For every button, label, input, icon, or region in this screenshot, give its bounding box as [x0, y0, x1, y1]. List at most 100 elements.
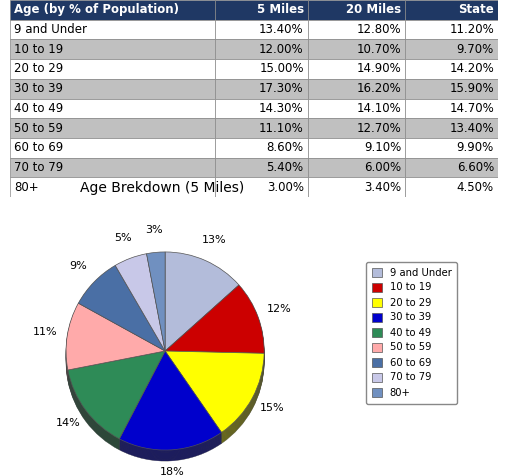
- FancyBboxPatch shape: [215, 19, 308, 39]
- Wedge shape: [165, 254, 239, 353]
- Wedge shape: [115, 264, 165, 361]
- Text: 9.90%: 9.90%: [457, 142, 494, 154]
- Wedge shape: [146, 257, 165, 357]
- Text: 12.80%: 12.80%: [357, 23, 401, 36]
- Wedge shape: [66, 303, 165, 370]
- Wedge shape: [78, 267, 165, 353]
- Text: 12.00%: 12.00%: [259, 43, 304, 56]
- Text: 14.90%: 14.90%: [357, 63, 401, 76]
- Text: 15.90%: 15.90%: [449, 82, 494, 95]
- Text: 30 to 39: 30 to 39: [14, 82, 63, 95]
- Wedge shape: [165, 285, 264, 353]
- Wedge shape: [146, 256, 165, 355]
- Wedge shape: [165, 262, 239, 361]
- Wedge shape: [68, 362, 165, 450]
- Text: 14.30%: 14.30%: [259, 102, 304, 115]
- Wedge shape: [165, 291, 264, 360]
- Wedge shape: [165, 259, 239, 358]
- Text: 20 to 29: 20 to 29: [14, 63, 64, 76]
- Text: 14.10%: 14.10%: [357, 102, 401, 115]
- Text: 6.60%: 6.60%: [457, 161, 494, 174]
- Text: 11%: 11%: [33, 327, 58, 337]
- Text: State: State: [458, 3, 494, 16]
- Wedge shape: [68, 357, 165, 445]
- Wedge shape: [68, 356, 165, 444]
- FancyBboxPatch shape: [405, 158, 498, 178]
- Wedge shape: [165, 352, 264, 433]
- Wedge shape: [115, 265, 165, 362]
- Text: 8.60%: 8.60%: [267, 142, 304, 154]
- Text: 9.10%: 9.10%: [364, 142, 401, 154]
- Wedge shape: [146, 259, 165, 358]
- FancyBboxPatch shape: [215, 39, 308, 59]
- FancyBboxPatch shape: [405, 19, 498, 39]
- Wedge shape: [66, 312, 165, 378]
- FancyBboxPatch shape: [308, 59, 405, 79]
- Text: Age (by % of Population): Age (by % of Population): [14, 3, 179, 16]
- Wedge shape: [68, 354, 165, 442]
- Wedge shape: [165, 261, 239, 360]
- Text: 9%: 9%: [70, 261, 87, 271]
- Text: 17.30%: 17.30%: [259, 82, 304, 95]
- Text: 14.20%: 14.20%: [449, 63, 494, 76]
- FancyBboxPatch shape: [405, 39, 498, 59]
- Wedge shape: [119, 357, 221, 456]
- Wedge shape: [78, 268, 165, 354]
- Wedge shape: [78, 271, 165, 357]
- Wedge shape: [165, 351, 264, 432]
- Wedge shape: [165, 356, 264, 437]
- Text: 60 to 69: 60 to 69: [14, 142, 64, 154]
- Wedge shape: [119, 351, 221, 450]
- Wedge shape: [146, 255, 165, 354]
- Wedge shape: [78, 272, 165, 357]
- Wedge shape: [78, 270, 165, 356]
- FancyBboxPatch shape: [308, 0, 405, 19]
- Wedge shape: [165, 260, 239, 359]
- FancyBboxPatch shape: [10, 59, 215, 79]
- Text: 18%: 18%: [161, 467, 185, 475]
- Text: 3%: 3%: [145, 226, 163, 236]
- Text: 70 to 79: 70 to 79: [14, 161, 64, 174]
- Text: 5%: 5%: [114, 233, 132, 243]
- Wedge shape: [165, 295, 264, 363]
- FancyBboxPatch shape: [215, 59, 308, 79]
- FancyBboxPatch shape: [10, 79, 215, 99]
- Wedge shape: [146, 254, 165, 353]
- Wedge shape: [165, 292, 264, 361]
- Text: 10 to 19: 10 to 19: [14, 43, 64, 56]
- FancyBboxPatch shape: [10, 158, 215, 178]
- Text: 10.70%: 10.70%: [357, 43, 401, 56]
- Text: 80+: 80+: [14, 181, 39, 194]
- FancyBboxPatch shape: [215, 0, 308, 19]
- Wedge shape: [78, 269, 165, 355]
- Wedge shape: [165, 257, 239, 357]
- Wedge shape: [146, 262, 165, 361]
- FancyBboxPatch shape: [308, 158, 405, 178]
- Wedge shape: [165, 255, 239, 354]
- FancyBboxPatch shape: [10, 138, 215, 158]
- Wedge shape: [119, 354, 221, 453]
- Wedge shape: [66, 305, 165, 372]
- Wedge shape: [165, 291, 264, 359]
- Wedge shape: [78, 266, 165, 352]
- FancyBboxPatch shape: [215, 79, 308, 99]
- Wedge shape: [146, 263, 165, 362]
- Wedge shape: [165, 357, 264, 438]
- Text: 9.70%: 9.70%: [457, 43, 494, 56]
- Wedge shape: [78, 266, 165, 351]
- Text: 15%: 15%: [260, 403, 284, 413]
- FancyBboxPatch shape: [10, 19, 215, 39]
- Wedge shape: [68, 353, 165, 441]
- Text: 3.40%: 3.40%: [364, 181, 401, 194]
- Text: 11.20%: 11.20%: [449, 23, 494, 36]
- Text: 11.10%: 11.10%: [259, 122, 304, 134]
- Wedge shape: [165, 256, 239, 356]
- Wedge shape: [165, 290, 264, 358]
- FancyBboxPatch shape: [405, 138, 498, 158]
- Wedge shape: [165, 353, 264, 434]
- Text: 40 to 49: 40 to 49: [14, 102, 64, 115]
- Wedge shape: [68, 361, 165, 449]
- Wedge shape: [165, 289, 264, 357]
- Wedge shape: [78, 275, 165, 360]
- Wedge shape: [68, 359, 165, 447]
